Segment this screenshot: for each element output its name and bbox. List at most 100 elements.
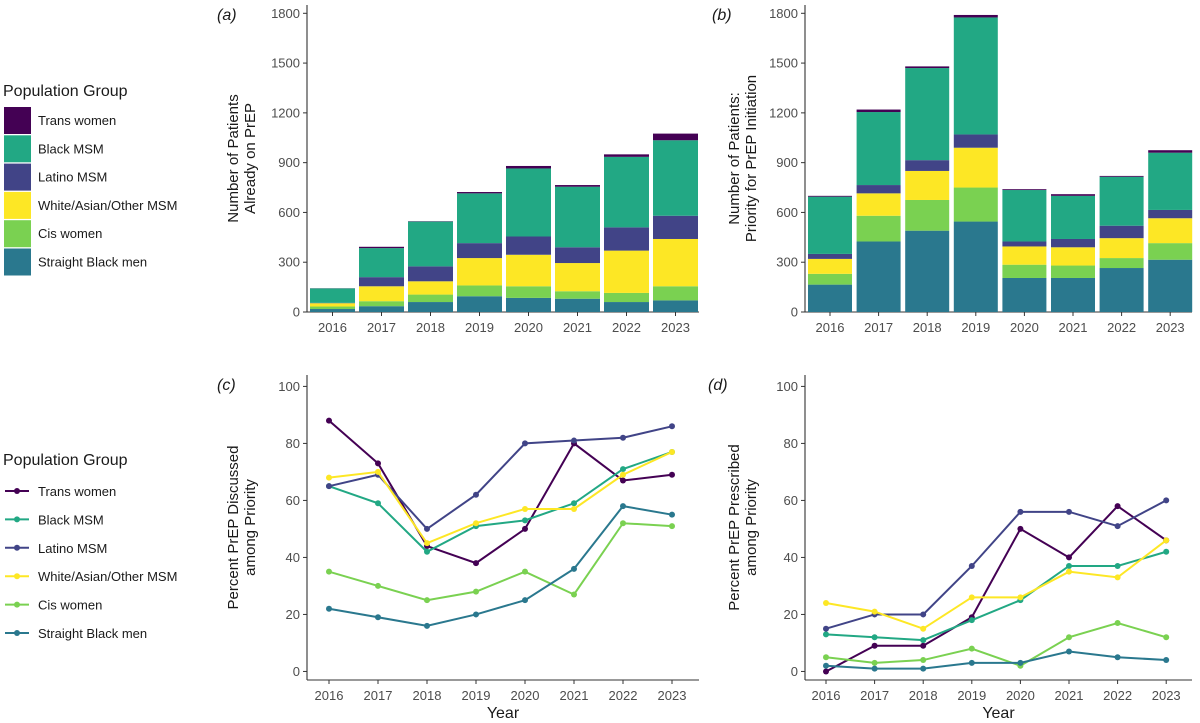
point-d-straight-black-men [1114, 654, 1121, 661]
x-tick-label: 2018 [413, 688, 442, 703]
bar-b-2020-white-asian-other-msm [1002, 246, 1047, 265]
bar-b-2018-cis-women [905, 199, 950, 231]
bar-a-2018-black-msm [408, 221, 453, 267]
point-c-white-asian-other-msm [326, 474, 332, 481]
bar-b-2019-white-asian-other-msm [953, 147, 998, 188]
point-c-straight-black-men [326, 605, 332, 612]
y-tick-label: 1500 [769, 56, 798, 71]
point-d-latino-msm [1163, 497, 1170, 504]
legend-label: Trans women [38, 113, 116, 128]
point-d-straight-black-men [968, 659, 975, 666]
panel-c: 0 20 40 60 80 100 2016 2017 2018 2019 2020 2021 2022… [217, 375, 699, 722]
x-tick-label: 2022 [1103, 688, 1132, 703]
bar-a-2016-straight-black-men [310, 309, 355, 312]
y-tick-label: 100 [776, 379, 798, 394]
bar-a-2023-latino-msm [653, 215, 698, 239]
x-tick-label: 2022 [612, 320, 641, 335]
point-c-white-asian-other-msm [620, 471, 626, 478]
x-tick-label: 2021 [1055, 688, 1084, 703]
point-c-latino-msm [571, 437, 577, 444]
bar-b-2022-straight-black-men [1099, 268, 1144, 312]
bar-b-2018-latino-msm [905, 160, 950, 171]
legend-label: White/Asian/Other MSM [38, 198, 177, 213]
bar-b-2017-trans-women [856, 109, 901, 113]
point-c-trans-women [473, 560, 479, 567]
x-tick-label: 2019 [961, 320, 990, 335]
bar-b-2018-white-asian-other-msm [905, 170, 950, 200]
point-c-cis-women [571, 591, 577, 598]
point-d-white-asian-other-msm [871, 608, 878, 615]
point-d-black-msm [871, 634, 878, 641]
bar-a-2021-white-asian-other-msm [555, 263, 600, 292]
bar-a-2023-straight-black-men [653, 300, 698, 312]
line-c-white-asian-other-msm [328, 451, 673, 545]
bar-a-2017-cis-women [359, 301, 404, 307]
bar-a-2019-straight-black-men [457, 296, 502, 312]
y-tick-label: 60 [286, 493, 300, 508]
bar-b-2022-latino-msm [1099, 225, 1144, 239]
bar-b-2016-straight-black-men [808, 284, 852, 312]
point-c-straight-black-men [669, 511, 675, 518]
bar-a-2022-latino-msm [604, 227, 649, 251]
x-axis-label-c: Year [487, 705, 520, 722]
point-d-trans-women [920, 642, 927, 649]
point-d-black-msm [920, 637, 927, 644]
legend-swatch [4, 191, 31, 219]
point-c-latino-msm [620, 434, 626, 441]
point-c-cis-women [424, 597, 430, 604]
x-tick-label: 2021 [563, 320, 592, 335]
bar-a-2016-black-msm [310, 288, 355, 303]
bar-b-2022-white-asian-other-msm [1099, 238, 1144, 259]
y-tick-label: 0 [293, 664, 300, 679]
x-tick-label: 2016 [816, 320, 845, 335]
point-c-white-asian-other-msm [375, 468, 381, 475]
bar-b-2019-latino-msm [953, 134, 998, 148]
bar-b-2022-cis-women [1099, 258, 1144, 269]
bar-b-2020-cis-women [1002, 264, 1047, 278]
bar-b-2020-latino-msm [1002, 241, 1047, 247]
point-c-black-msm [620, 466, 626, 473]
point-c-white-asian-other-msm [473, 520, 479, 527]
bar-b-2016-latino-msm [808, 253, 852, 259]
x-tick-label: 2020 [1006, 688, 1035, 703]
point-c-white-asian-other-msm [669, 448, 675, 455]
point-c-straight-black-men [620, 503, 626, 510]
bar-b-2017-latino-msm [856, 185, 901, 194]
bar-a-2023-trans-women [653, 133, 698, 141]
y-axis-label-line: Number of Patients: [726, 92, 743, 225]
y-tick-label: 100 [278, 379, 300, 394]
legend-label: Black MSM [38, 141, 104, 156]
bar-a-2019-latino-msm [457, 243, 502, 259]
point-c-white-asian-other-msm [571, 505, 577, 512]
point-d-trans-women [1066, 554, 1072, 561]
bar-a-2023-white-asian-other-msm [653, 238, 698, 287]
y-axis-label-a: Number of PatientsAlready on PrEP [225, 94, 259, 222]
legend-title: Population Group [3, 452, 128, 469]
y-tick-label: 300 [776, 255, 798, 270]
point-c-white-asian-other-msm [424, 540, 430, 547]
bar-a-2017-latino-msm [359, 277, 404, 287]
bar-b-2019-trans-women [953, 14, 998, 18]
bar-b-2021-latino-msm [1051, 238, 1095, 248]
point-d-white-asian-other-msm [823, 600, 829, 607]
bar-b-2023-straight-black-men [1148, 259, 1193, 312]
x-tick-label: 2018 [416, 320, 445, 335]
bar-b-2018-straight-black-men [905, 230, 950, 312]
y-axis-label-c: Percent PrEP Discussedamong Priority [225, 446, 259, 610]
bar-b-2023-white-asian-other-msm [1148, 218, 1193, 244]
legend-label: Straight Black men [38, 626, 147, 641]
x-tick-label: 2019 [465, 320, 494, 335]
point-c-black-msm [522, 517, 528, 524]
legend-label: Latino MSM [38, 541, 107, 556]
point-c-latino-msm [424, 525, 430, 532]
panel-a: 0 300 600 900 1200 1500 1800 2016 2017 2018 2019 20… [217, 5, 699, 335]
bar-a-2021-trans-women [555, 185, 600, 187]
y-axis-label-line: among Priority [743, 479, 760, 576]
legend-label: Trans women [38, 484, 116, 499]
x-axis-label-d: Year [982, 705, 1015, 722]
point-c-latino-msm [669, 423, 675, 430]
point-c-straight-black-men [424, 622, 430, 629]
line-d-black-msm [825, 550, 1167, 642]
x-tick-label: 2016 [812, 688, 841, 703]
x-tick-label: 2018 [909, 688, 938, 703]
